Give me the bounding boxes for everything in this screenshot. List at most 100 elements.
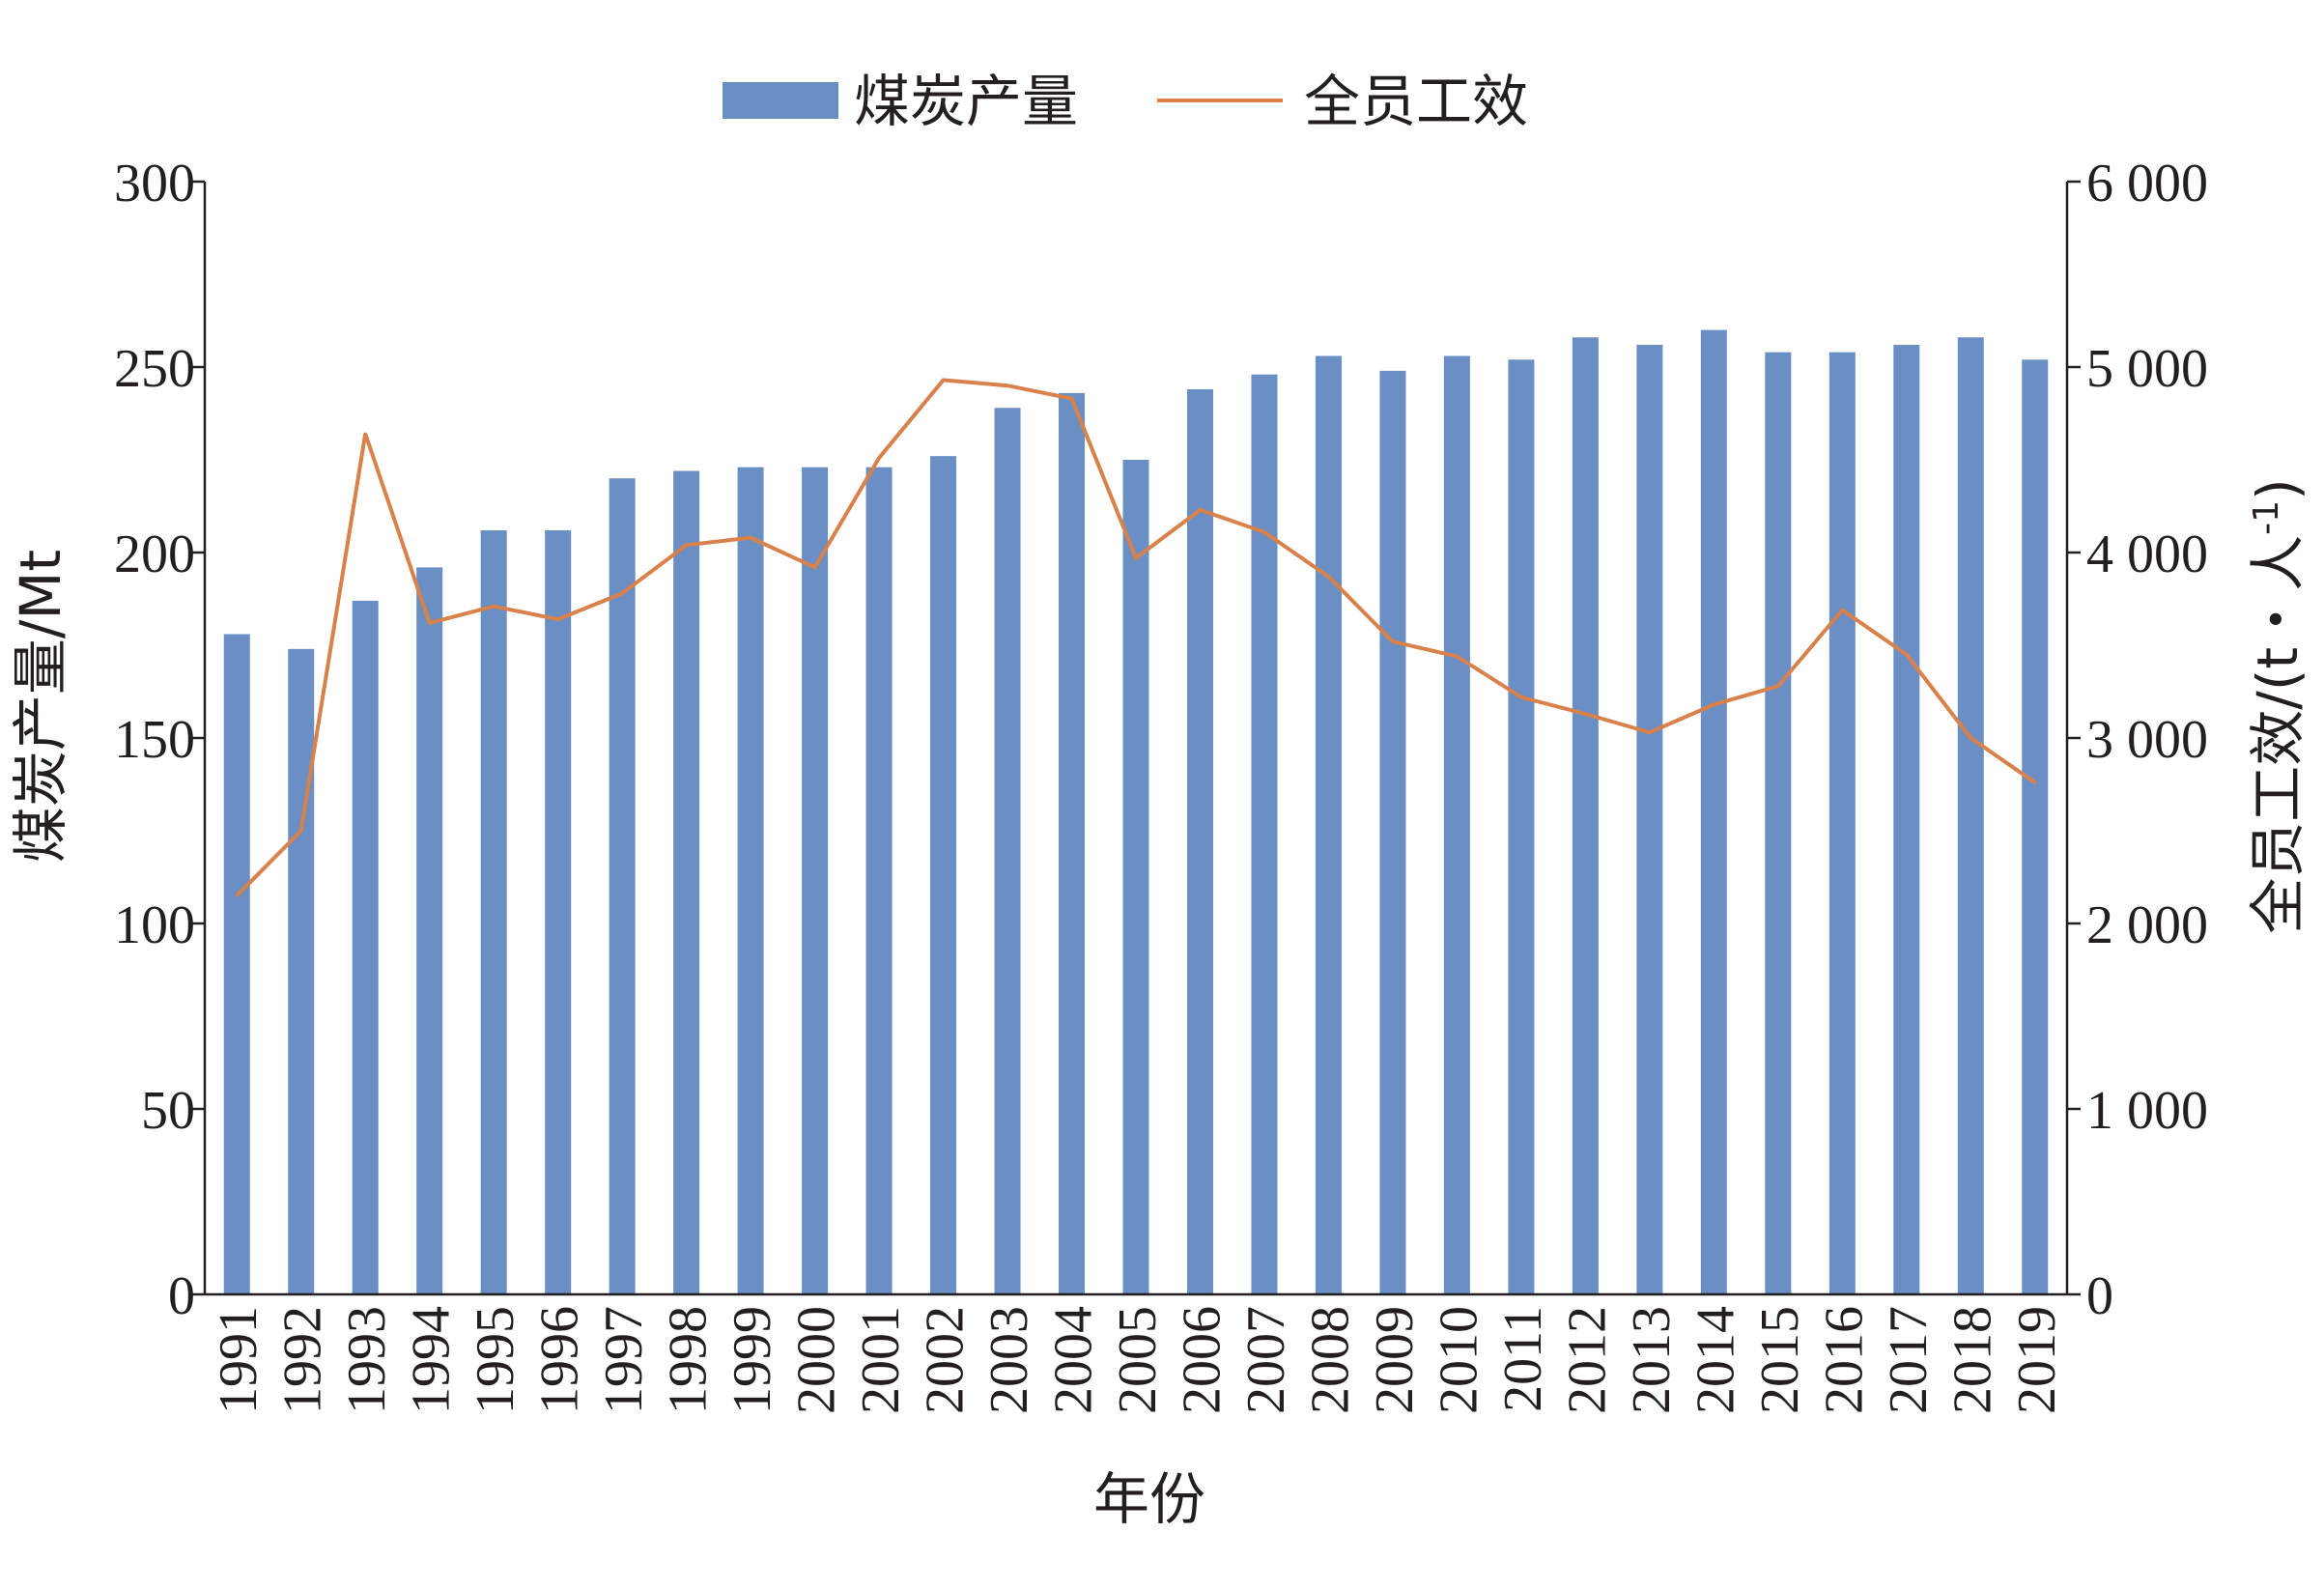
line-point-1994 [428, 621, 432, 625]
bar-1995 [480, 529, 507, 1294]
bar-1997 [609, 478, 636, 1294]
y2-axis-title-main: 全员工效/(t・人 [2245, 535, 2310, 934]
line-point-2017 [1905, 653, 1909, 657]
x-tick-label-2008: 2008 [1300, 1306, 1360, 1414]
x-tick-label-2005: 2005 [1108, 1306, 1168, 1414]
y2-axis-title-sup: -1 [2247, 500, 2286, 535]
bar-2007 [1251, 374, 1278, 1294]
legend-swatch-coal-output [723, 82, 838, 119]
line-point-1993 [363, 432, 367, 436]
bar-1998 [673, 470, 700, 1294]
bars-layer [223, 329, 2049, 1295]
line-point-2019 [2033, 780, 2037, 784]
line-point-2009 [1391, 639, 1395, 643]
y2-tick-label-0: 0 [2086, 1266, 2113, 1326]
bar-2017 [1893, 344, 1920, 1295]
bar-2003 [994, 408, 1021, 1294]
line-point-2007 [1262, 530, 1266, 534]
bar-2015 [1765, 352, 1792, 1294]
x-tick-label-1995: 1995 [466, 1306, 525, 1414]
bar-2004 [1059, 392, 1086, 1294]
bar-2006 [1186, 389, 1213, 1294]
line-point-2003 [1006, 383, 1009, 387]
x-tick-label-1994: 1994 [402, 1306, 462, 1414]
x-tick-label-2003: 2003 [979, 1306, 1039, 1414]
bar-2013 [1636, 344, 1663, 1295]
y2-axis-title-close: ) [2245, 478, 2310, 500]
bar-1999 [737, 467, 764, 1294]
x-tick-label-2013: 2013 [1622, 1306, 1682, 1414]
y-axis-title: 煤炭产量/Mt [8, 550, 73, 863]
x-tick-label-2015: 2015 [1750, 1306, 1810, 1414]
x-tick-label-1997: 1997 [594, 1306, 654, 1414]
line-point-1997 [620, 591, 624, 595]
x-tick-label-1993: 1993 [337, 1306, 397, 1414]
bar-2001 [865, 467, 893, 1294]
y2-tick-label-1000: 1 000 [2086, 1081, 2208, 1141]
x-tick-label-2002: 2002 [916, 1306, 976, 1414]
bar-2018 [1957, 337, 1984, 1294]
x-tick-label-2001: 2001 [851, 1306, 911, 1414]
x-tick-label-2006: 2006 [1172, 1306, 1232, 1414]
line-point-2006 [1198, 508, 1202, 512]
x-tick-label-1996: 1996 [530, 1306, 590, 1414]
line-point-2018 [1969, 736, 1972, 740]
line-point-1992 [299, 829, 303, 833]
bar-1994 [416, 567, 443, 1294]
y-tick-label-300: 300 [114, 154, 195, 213]
x-tick-label-1999: 1999 [723, 1306, 782, 1414]
y2-axis-title: 全员工效/(t・人-1) [2245, 478, 2310, 933]
line-point-1996 [556, 617, 560, 621]
bar-1991 [223, 634, 250, 1294]
x-tick-label-2019: 2019 [2007, 1306, 2067, 1414]
y2-tick-label-4000: 4 000 [2086, 525, 2208, 584]
line-point-2015 [1776, 684, 1780, 688]
bar-2009 [1379, 370, 1406, 1295]
y-tick-label-0: 0 [168, 1266, 195, 1326]
x-tick-label-2011: 2011 [1493, 1306, 1553, 1412]
y-tick-label-150: 150 [114, 710, 195, 770]
x-tick-label-2017: 2017 [1879, 1306, 1939, 1414]
y2-tick-label-2000: 2 000 [2086, 895, 2208, 955]
x-tick-label-2012: 2012 [1557, 1306, 1617, 1414]
line-point-2005 [1134, 556, 1138, 560]
line-point-2011 [1519, 695, 1523, 699]
legend-label-coal-output: 煤炭产量 [854, 69, 1078, 134]
x-tick-label-2000: 2000 [787, 1306, 847, 1414]
y2-tick-label-6000: 6 000 [2086, 154, 2208, 213]
y-tick-label-250: 250 [114, 339, 195, 399]
y-tick-label-200: 200 [114, 525, 195, 584]
line-point-2008 [1326, 575, 1330, 579]
line-point-2013 [1648, 730, 1652, 734]
line-point-2000 [813, 565, 817, 569]
line-point-2016 [1840, 609, 1844, 612]
y2-tick-label-5000: 5 000 [2086, 339, 2208, 399]
y2-tick-label-3000: 3 000 [2086, 710, 2208, 770]
bar-1993 [352, 600, 379, 1294]
bar-2011 [1508, 359, 1535, 1294]
x-tick-label-2009: 2009 [1365, 1306, 1425, 1414]
x-tick-label-2010: 2010 [1429, 1306, 1488, 1414]
x-tick-label-2007: 2007 [1236, 1306, 1296, 1414]
line-point-1998 [685, 543, 689, 547]
bar-2000 [802, 467, 829, 1294]
line-point-2014 [1712, 702, 1715, 706]
bar-1992 [288, 648, 315, 1294]
bar-2008 [1315, 355, 1342, 1295]
line-point-1995 [492, 605, 496, 609]
line-point-2012 [1583, 712, 1587, 716]
ticks-layer: 0 50 100 150 200 250 300 0 1 000 2 000 3 000 4 000 5… [114, 154, 2208, 1414]
line-point-2004 [1070, 397, 1074, 401]
y-tick-label-100: 100 [114, 895, 195, 955]
bar-2012 [1572, 337, 1599, 1294]
bar-2014 [1700, 329, 1727, 1295]
legend: 煤炭产量 全员工效 [723, 69, 1528, 134]
x-axis-title: 年份 [1093, 1466, 1205, 1532]
x-tick-label-2016: 2016 [1814, 1306, 1874, 1414]
line-point-1999 [749, 536, 752, 540]
bar-2005 [1122, 460, 1149, 1294]
line-point-2001 [877, 456, 881, 460]
bar-2010 [1443, 355, 1470, 1295]
